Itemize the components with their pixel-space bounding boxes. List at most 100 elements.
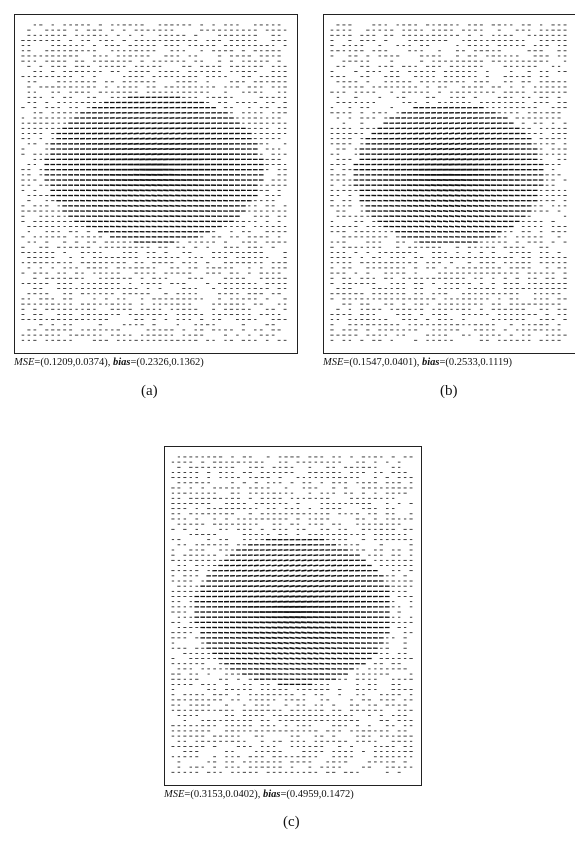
flow-vector (419, 215, 425, 218)
flow-vector (295, 569, 301, 572)
bias-symbol: bias (421, 357, 440, 368)
flow-vector (301, 574, 307, 577)
flow-vector (442, 127, 449, 130)
flow-vector (436, 127, 443, 130)
bias-symbol: bias (112, 357, 131, 368)
panel-label-b: (b) (440, 383, 458, 399)
flow-vector (448, 147, 455, 151)
flow-vector (277, 564, 283, 567)
flow-vector (460, 204, 467, 207)
vector-field-svg-c (171, 456, 413, 773)
flow-vector (430, 194, 437, 197)
flow-vector (460, 153, 467, 156)
flow-vector (307, 554, 313, 557)
flow-vector (436, 199, 443, 202)
flow-vector (466, 204, 473, 207)
flow-vector (313, 564, 319, 567)
flow-vector (325, 574, 331, 577)
flow-vector (424, 204, 431, 207)
flow-vector (430, 127, 437, 130)
flow-vector (289, 564, 295, 567)
flow-vector (466, 137, 473, 140)
flow-vector (460, 215, 467, 218)
flow-vector (424, 210, 431, 213)
flow-vector (454, 127, 461, 130)
flow-vector (442, 199, 449, 202)
vector-field-plot-a (14, 14, 298, 354)
flow-vector (442, 220, 449, 223)
flow-vector (460, 209, 467, 213)
flow-vector (301, 569, 307, 572)
flow-vector (424, 194, 431, 197)
flow-vector (295, 559, 301, 562)
flow-vector (289, 574, 295, 578)
flow-vector (424, 137, 431, 140)
flow-vector (307, 574, 313, 577)
flow-vector (253, 574, 259, 577)
flow-vector (436, 215, 443, 218)
flow-vector (301, 554, 307, 557)
flow-vector (454, 153, 461, 156)
flow-vector (442, 215, 449, 218)
flow-vector (259, 569, 265, 572)
flow-vector (442, 147, 449, 151)
flow-vector (442, 209, 449, 213)
flow-vector (436, 132, 443, 135)
flow-vector (436, 209, 443, 213)
flow-vector (253, 564, 259, 567)
flow-vector (466, 215, 473, 218)
panel-label-a: (a) (141, 383, 158, 399)
vector-field-plot-b (323, 14, 575, 354)
flow-vector (271, 564, 277, 567)
flow-vector (460, 132, 467, 135)
mse-symbol: MSE (14, 357, 35, 368)
flow-vector (425, 127, 431, 130)
flow-vector (424, 215, 431, 218)
flow-vector (448, 127, 455, 130)
vector-field-svg-a (21, 24, 287, 341)
caption-a: MSE=(0.1209,0.0374), bias=(0.2326,0.1362… (14, 357, 204, 369)
flow-vector (307, 564, 313, 567)
flow-vector (454, 147, 461, 151)
mse-symbol: MSE (323, 357, 344, 368)
flow-vector (454, 220, 461, 223)
flow-vector (430, 209, 437, 213)
flow-vector (313, 569, 319, 572)
flow-vector (442, 194, 449, 197)
vector-field-svg-b (330, 24, 567, 341)
flow-vector (325, 564, 331, 567)
flow-vector (418, 204, 425, 207)
flow-vector (430, 142, 437, 145)
flow-vector (448, 209, 455, 213)
flow-vector (442, 204, 449, 207)
flow-vector (454, 215, 461, 218)
bias-value: =(0.2533,0.1119) (439, 357, 512, 368)
flow-vector (436, 142, 443, 145)
flow-vector (430, 204, 437, 207)
flow-vector (466, 142, 473, 145)
flow-vector (430, 132, 437, 135)
flow-vector (472, 147, 479, 151)
flow-vector (319, 574, 325, 577)
flow-vector (271, 559, 277, 562)
flow-vector (466, 199, 473, 202)
flow-vector (448, 137, 455, 140)
flow-vector (277, 569, 283, 572)
flow-vector (331, 569, 337, 572)
flow-vector (466, 127, 472, 130)
flow-vector (466, 210, 473, 213)
vector-field-plot-c (164, 446, 422, 786)
flow-vector (271, 569, 277, 572)
flow-vector (454, 204, 461, 207)
flow-vector (301, 559, 307, 562)
flow-vector (442, 122, 449, 125)
flow-vector (424, 147, 431, 151)
flow-vector (307, 559, 313, 562)
flow-vector (271, 574, 277, 577)
flow-vector (436, 220, 443, 223)
flow-vector (319, 559, 325, 562)
flow-vector (436, 204, 443, 207)
flow-vector (454, 199, 461, 202)
flow-vector (460, 137, 467, 140)
flow-vector (466, 194, 473, 197)
